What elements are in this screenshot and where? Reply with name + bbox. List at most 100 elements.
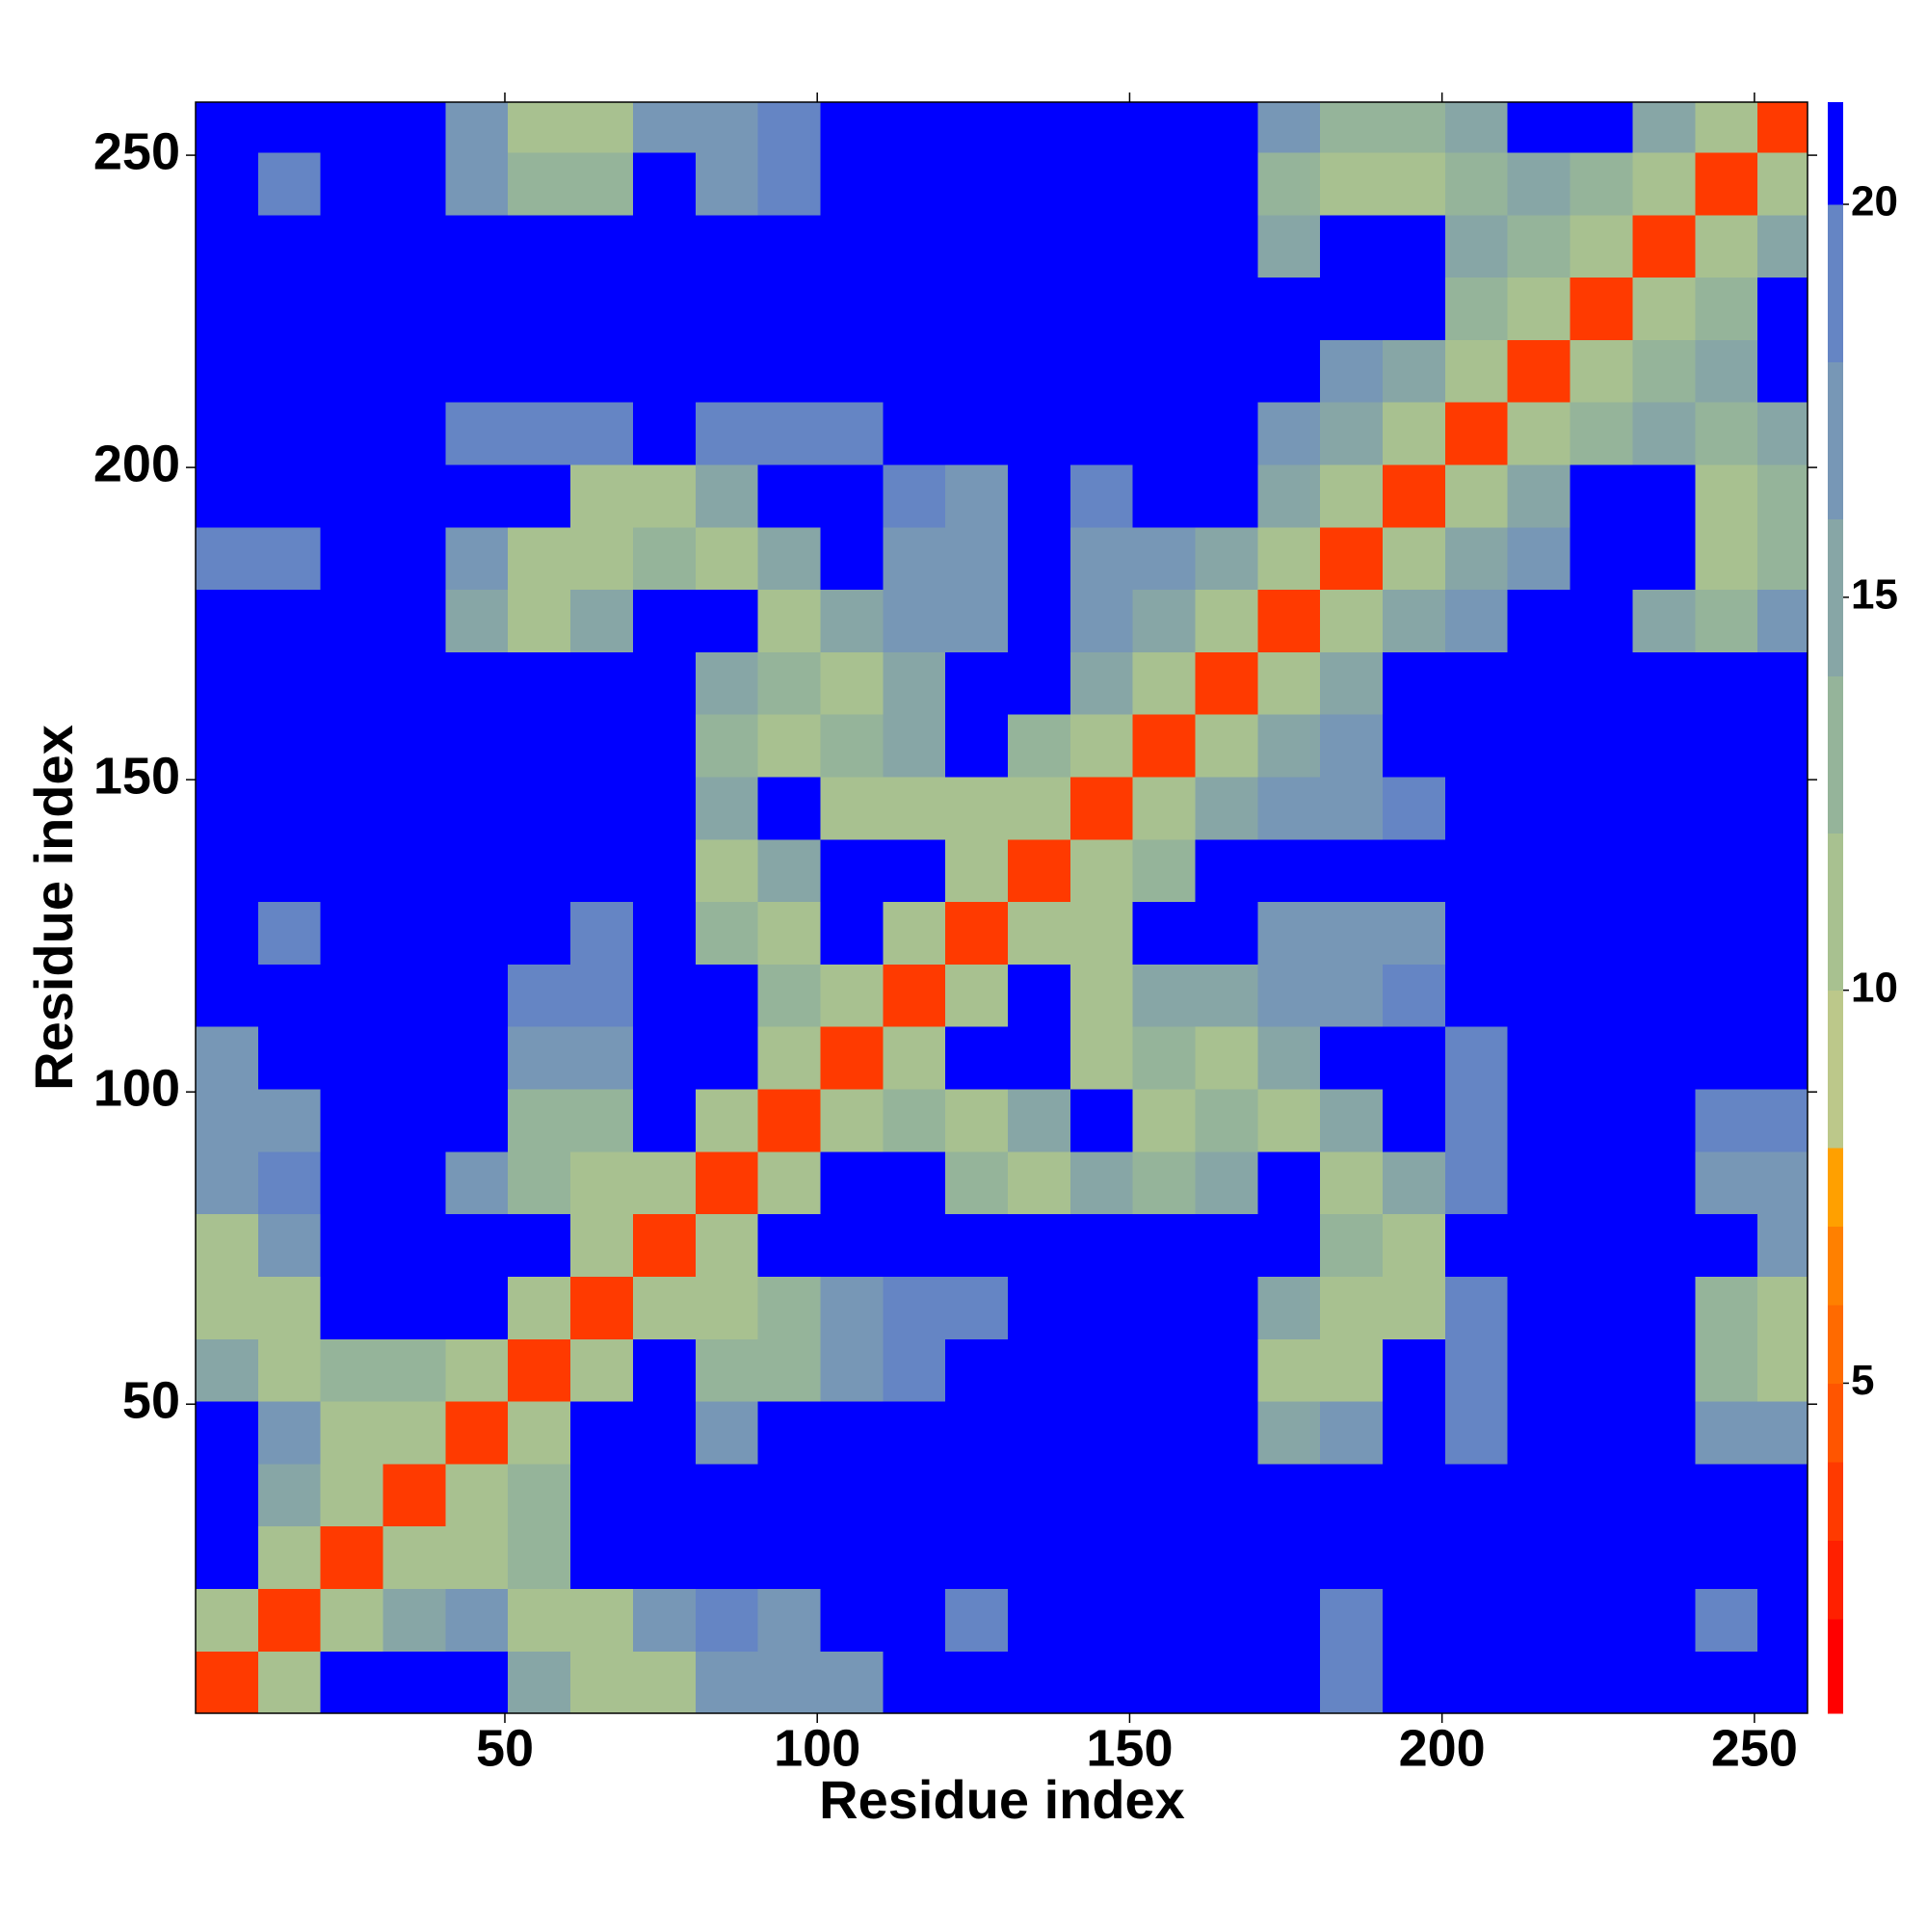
heatmap-cell [257, 964, 322, 1027]
heatmap-cell [1320, 1525, 1384, 1589]
heatmap-cell [445, 1588, 509, 1652]
heatmap-cell [1757, 277, 1808, 340]
heatmap-cell [196, 651, 259, 715]
heatmap-cell [1632, 1525, 1696, 1589]
heatmap-cell [1195, 776, 1258, 840]
heatmap-cell [383, 589, 446, 652]
heatmap-cell [1632, 1088, 1696, 1152]
heatmap-cell [1632, 151, 1696, 216]
heatmap-cell [257, 651, 322, 715]
heatmap-cell [632, 402, 697, 465]
heatmap-cell [1007, 1026, 1071, 1090]
heatmap-cell [757, 1026, 822, 1090]
heatmap-cell [1383, 1026, 1446, 1090]
heatmap-cell [695, 1651, 759, 1714]
heatmap-cell [1007, 589, 1071, 652]
heatmap-cell [1444, 964, 1509, 1027]
heatmap-cell [1195, 838, 1258, 903]
heatmap-cell [1320, 714, 1384, 778]
heatmap-cell [1195, 1213, 1258, 1277]
heatmap-cell [1444, 1400, 1509, 1465]
heatmap-cell [570, 589, 634, 652]
heatmap-cell [632, 651, 697, 715]
heatmap-cell [196, 964, 259, 1027]
heatmap-cell [196, 214, 259, 278]
heatmap-cell [1695, 589, 1758, 652]
heatmap-cell [883, 589, 946, 652]
heatmap-cell [1007, 463, 1071, 528]
heatmap-cell [1195, 402, 1258, 465]
heatmap-cell [196, 277, 259, 340]
heatmap-cell [1320, 526, 1384, 591]
heatmap-cell [757, 402, 822, 465]
heatmap-cell [1570, 526, 1634, 591]
heatmap-cell [508, 776, 571, 840]
heatmap-cell [508, 526, 571, 591]
heatmap-cell [570, 1276, 634, 1339]
heatmap-cell [196, 1463, 259, 1527]
heatmap-cell [570, 1338, 634, 1402]
heatmap-cell [570, 1400, 634, 1465]
heatmap-cell [883, 339, 946, 403]
heatmap-cell [1069, 1276, 1134, 1339]
heatmap-cell [695, 339, 759, 403]
heatmap-cell [1507, 214, 1571, 278]
heatmap-cell [1257, 1276, 1321, 1339]
heatmap-cell [883, 1651, 946, 1714]
heatmap-cell [445, 214, 509, 278]
heatmap-cell [1757, 651, 1808, 715]
heatmap-cell [1632, 651, 1696, 715]
heatmap-cell [883, 1026, 946, 1090]
heatmap-cell [695, 526, 759, 591]
y-axis-label: Residue index [23, 725, 84, 1091]
heatmap-cell [1069, 1026, 1134, 1090]
heatmap-cell [1695, 1088, 1758, 1152]
heatmap-cell [257, 776, 322, 840]
heatmap-cell [695, 651, 759, 715]
heatmap-cell [1257, 339, 1321, 403]
heatmap-cell [1257, 838, 1321, 903]
heatmap-cell [1320, 1276, 1384, 1339]
heatmap-cell [196, 589, 259, 652]
heatmap-cell [1757, 776, 1808, 840]
heatmap-cell [570, 1588, 634, 1652]
heatmap-cell [1069, 151, 1134, 216]
heatmap-cell [757, 1338, 822, 1402]
heatmap-cell [1320, 1651, 1384, 1714]
heatmap-cell [383, 463, 446, 528]
heatmap-cell [945, 589, 1009, 652]
heatmap-cell [1757, 1213, 1808, 1277]
colorbar-segment [1828, 675, 1843, 834]
heatmap-cell [508, 1463, 571, 1527]
heatmap-cell [383, 651, 446, 715]
heatmap-cell [508, 277, 571, 340]
heatmap-cell [1132, 1400, 1197, 1465]
heatmap-cell [632, 1338, 697, 1402]
heatmap-cell [1757, 463, 1808, 528]
heatmap-cell [1195, 1276, 1258, 1339]
heatmap-cell [1444, 402, 1509, 465]
heatmap-cell [1757, 526, 1808, 591]
heatmap-cell [1007, 1400, 1071, 1465]
heatmap-cell [445, 1400, 509, 1465]
heatmap-cell [508, 1026, 571, 1090]
colorbar-tick-label: 15 [1851, 570, 1898, 618]
heatmap-cell [1507, 1463, 1571, 1527]
heatmap-cell [1757, 1026, 1808, 1090]
heatmap-cell [883, 964, 946, 1027]
heatmap-cell [820, 1651, 884, 1714]
heatmap-cell [1507, 964, 1571, 1027]
heatmap-cell [757, 1151, 822, 1215]
heatmap-cell [1007, 277, 1071, 340]
colorbar-segment [1828, 1462, 1843, 1542]
heatmap-cell [196, 151, 259, 216]
heatmap-cell [1507, 1651, 1571, 1714]
y-tick-label: 50 [122, 1371, 180, 1429]
heatmap-cell [196, 1338, 259, 1402]
heatmap-cell [1507, 901, 1571, 965]
heatmap-cell [820, 1400, 884, 1465]
heatmap-cell [508, 1338, 571, 1402]
heatmap-cell [1507, 776, 1571, 840]
heatmap-cell [1320, 838, 1384, 903]
heatmap-cell [1632, 589, 1696, 652]
